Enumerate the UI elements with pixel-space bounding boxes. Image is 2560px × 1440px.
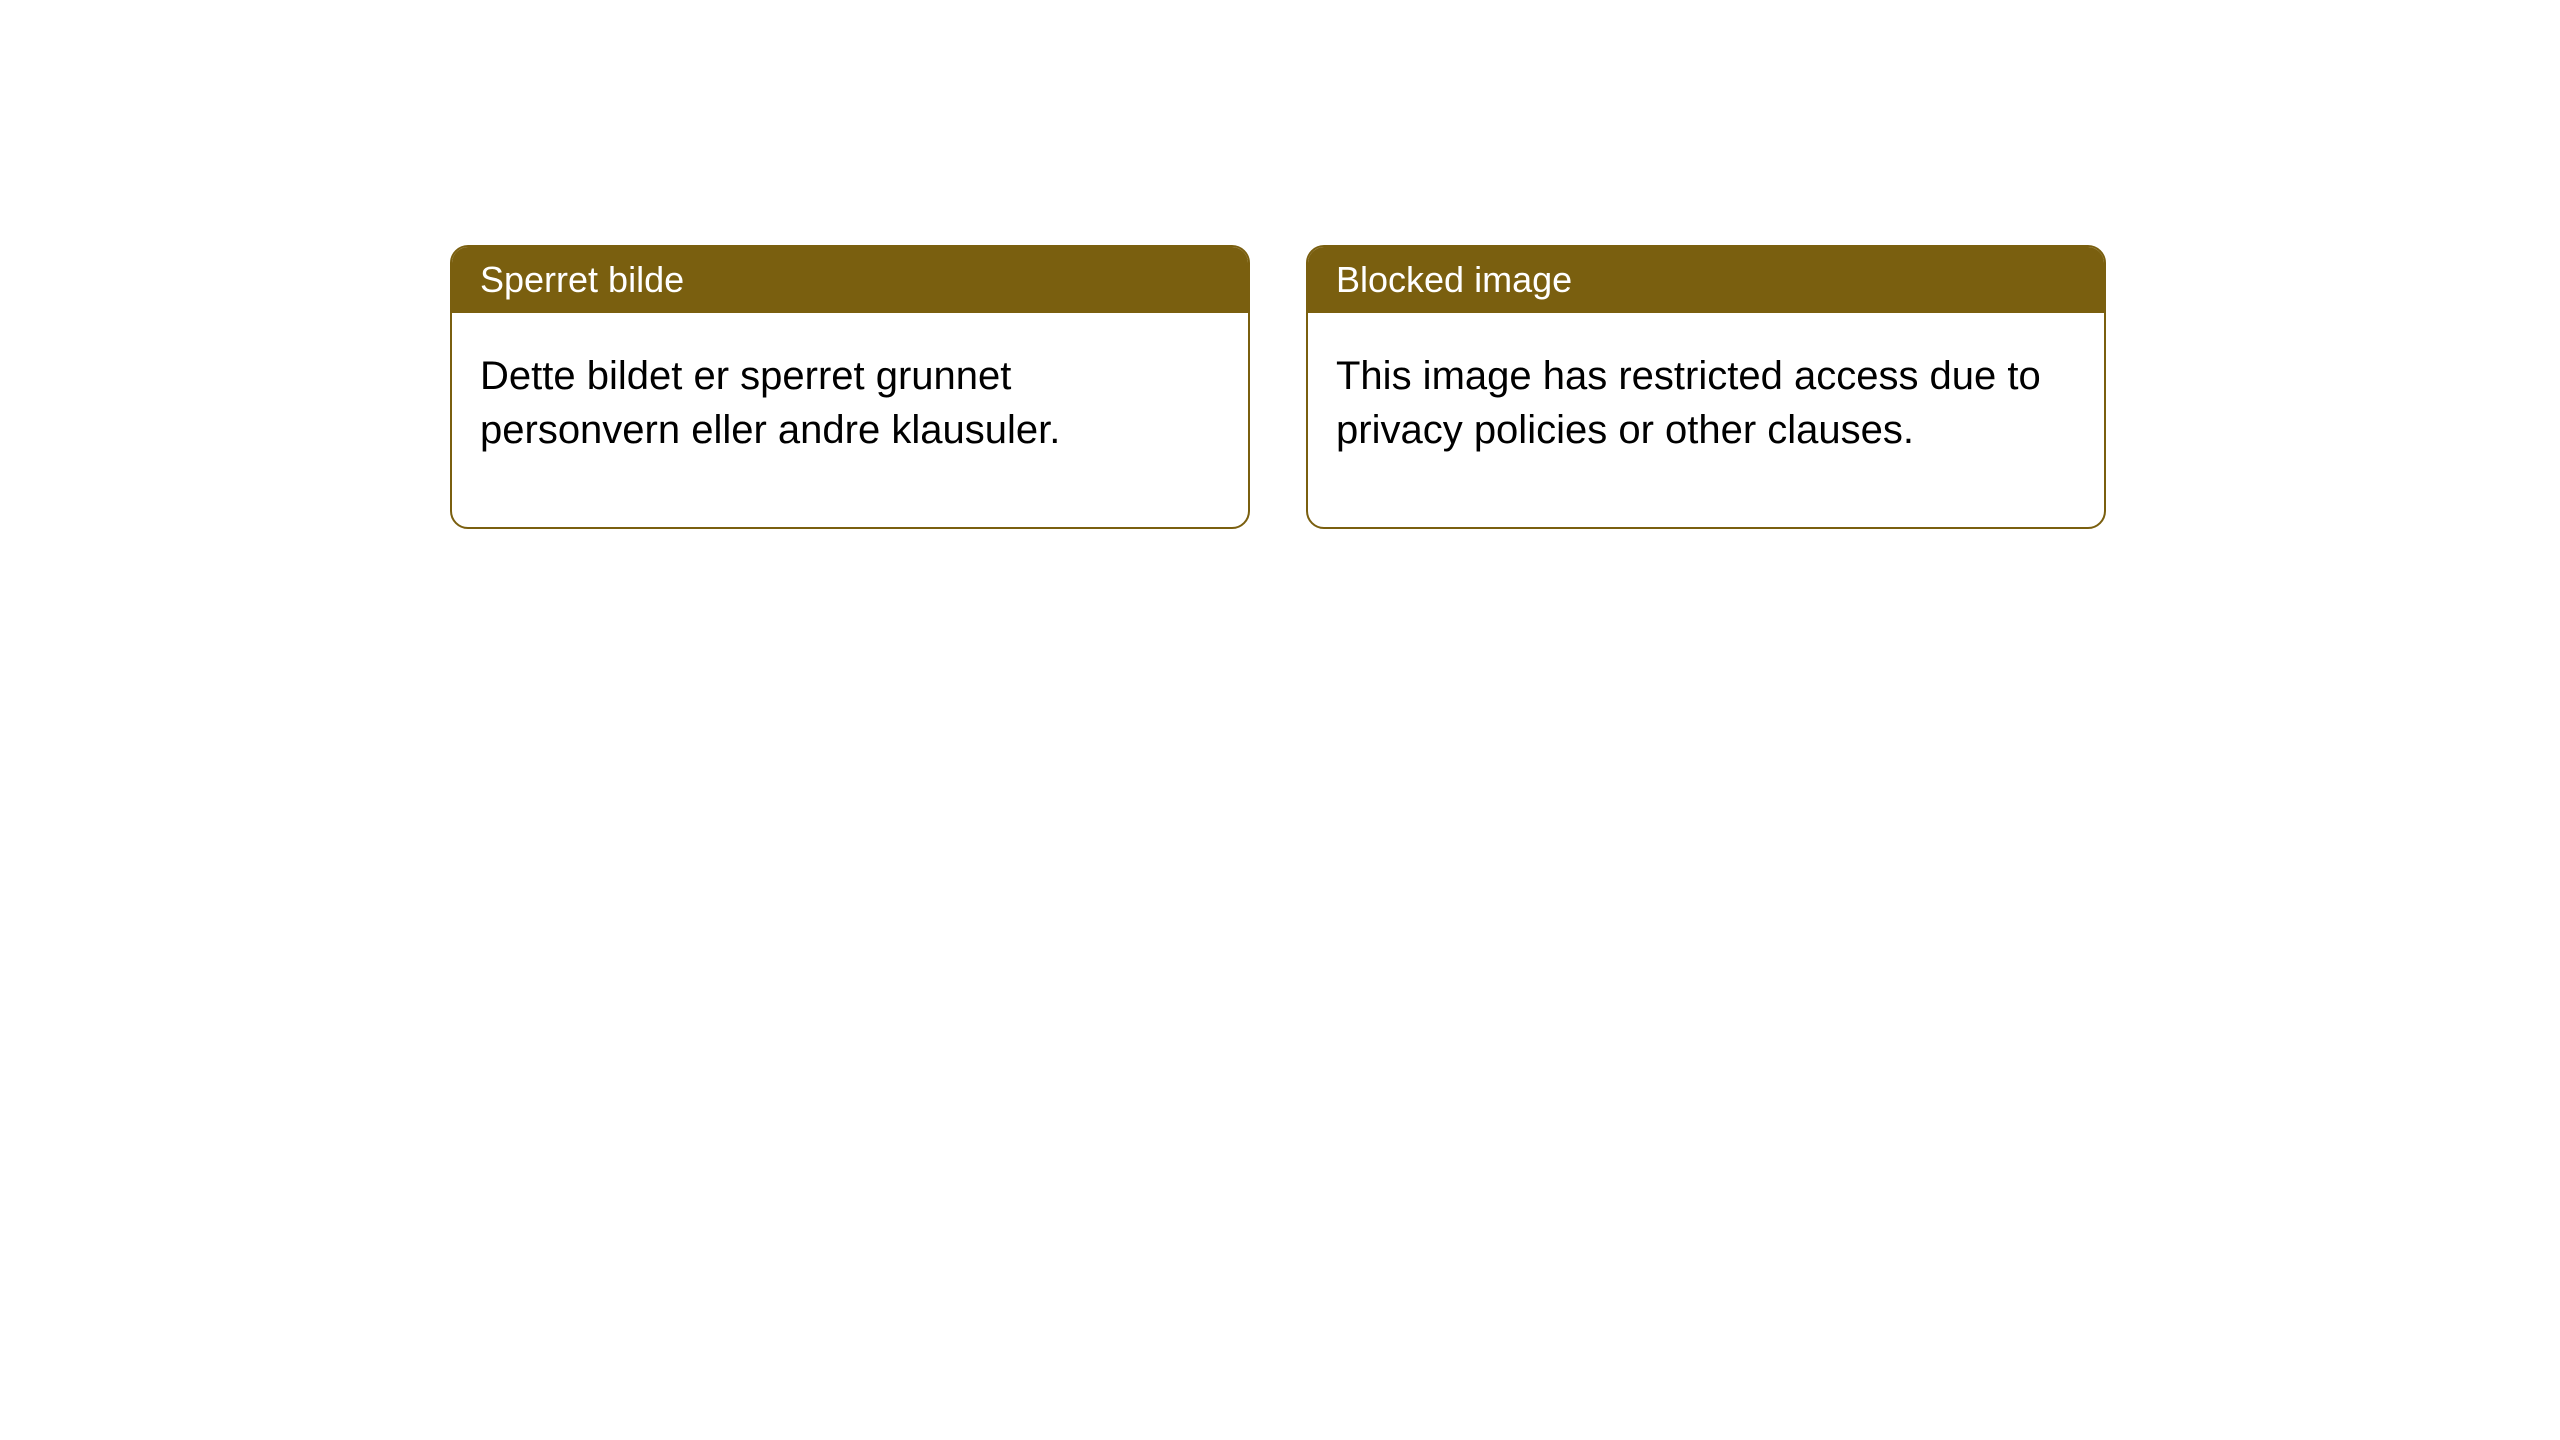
card-body: Dette bildet er sperret grunnet personve… <box>452 313 1248 527</box>
notice-card-norwegian: Sperret bilde Dette bildet er sperret gr… <box>450 245 1250 529</box>
card-title: Blocked image <box>1336 259 1572 300</box>
card-body-text: This image has restricted access due to … <box>1336 354 2041 452</box>
notice-cards-container: Sperret bilde Dette bildet er sperret gr… <box>450 245 2106 529</box>
card-body-text: Dette bildet er sperret grunnet personve… <box>480 354 1060 452</box>
card-header: Sperret bilde <box>452 247 1248 313</box>
notice-card-english: Blocked image This image has restricted … <box>1306 245 2106 529</box>
card-body: This image has restricted access due to … <box>1308 313 2104 527</box>
card-header: Blocked image <box>1308 247 2104 313</box>
card-title: Sperret bilde <box>480 259 684 300</box>
